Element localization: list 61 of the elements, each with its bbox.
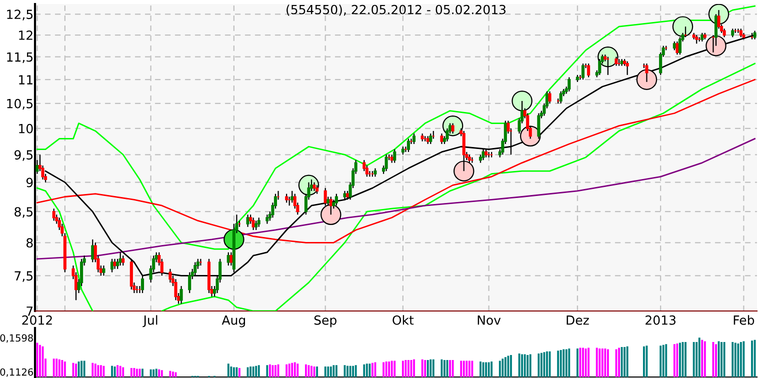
candlestick — [626, 60, 629, 76]
x-tick-label: Jul — [142, 315, 158, 328]
candlestick — [568, 76, 571, 92]
candlestick — [482, 148, 485, 161]
x-tick-label: Feb — [734, 315, 754, 325]
y-tick-label: 11 — [19, 75, 32, 84]
y-tick-label: 10,5 — [7, 98, 33, 110]
candlestick — [559, 90, 562, 104]
candlestick — [440, 132, 444, 145]
candlestick — [174, 278, 178, 301]
line-series — [36, 138, 756, 260]
y-tick-label: 0,1598 — [0, 334, 33, 343]
y-tick-label: 7,5 — [14, 271, 33, 282]
point — [320, 204, 342, 225]
candlestick — [91, 238, 94, 263]
y-tick-label: 8,5 — [14, 207, 33, 218]
candlestick — [252, 217, 255, 231]
x-tick-label: Dez — [566, 316, 589, 325]
y-tick-label: 8 — [26, 238, 33, 248]
y-tick-label: 9,5 — [14, 150, 33, 161]
x-tick-label: 2013 — [646, 315, 676, 325]
candlestick — [226, 252, 230, 266]
candlestick — [110, 258, 114, 273]
candlestick — [393, 148, 396, 164]
candlestick — [581, 62, 585, 80]
point — [672, 16, 694, 37]
chart-title: (554550), 22.05.2012 - 05.02.2013 — [286, 4, 506, 16]
candlestick — [122, 255, 125, 266]
x-tick-label: Sep — [314, 315, 336, 328]
candlestick — [587, 62, 590, 78]
y-tick-label: 11,5 — [7, 52, 33, 64]
line-series — [36, 5, 756, 250]
candlestick — [412, 132, 416, 145]
x-tick-label: Aug — [222, 316, 245, 328]
candlestick — [429, 132, 432, 145]
candlestick — [102, 264, 106, 276]
point — [454, 160, 474, 182]
candlestick — [52, 208, 56, 222]
x-tick-label: Nov — [478, 316, 501, 325]
y-tick-label: 12,5 — [7, 10, 33, 20]
candlestick — [676, 40, 679, 56]
candlestick — [230, 252, 233, 266]
candlestick — [180, 285, 183, 304]
y-tick-label: 10 — [19, 124, 33, 134]
candlestick — [246, 214, 250, 228]
y-tick-label: 12 — [19, 30, 32, 40]
candlestick — [257, 217, 260, 228]
y-tick-label: 7 — [26, 306, 33, 316]
x-tick-label: Okt — [392, 315, 414, 325]
x-tick-label: 2012 — [22, 315, 52, 325]
y-tick-label: 0,1126 — [0, 368, 33, 377]
candlestick — [266, 214, 269, 224]
candlestick — [118, 252, 122, 266]
candlestick — [113, 258, 116, 270]
candlestick — [290, 190, 294, 204]
point — [636, 69, 658, 90]
candlestick — [384, 154, 388, 172]
y-tick-label: 9 — [26, 178, 33, 188]
candlestick — [406, 138, 410, 153]
point — [512, 90, 532, 112]
candlestick — [254, 220, 258, 231]
